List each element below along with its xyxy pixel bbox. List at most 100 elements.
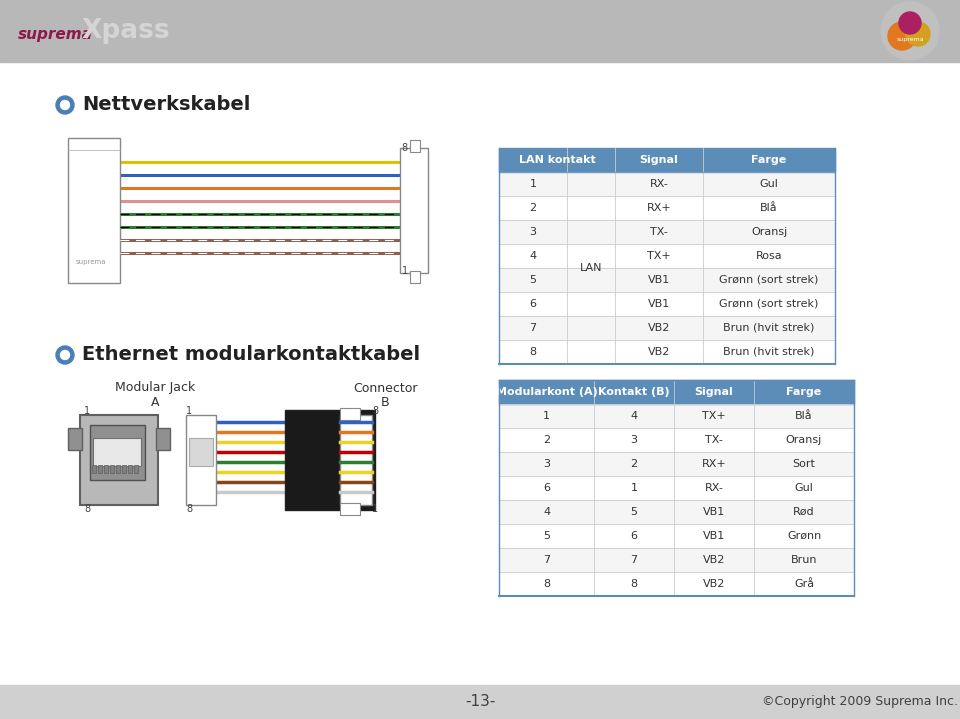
Text: 5: 5 xyxy=(631,507,637,517)
Text: LAN kontakt: LAN kontakt xyxy=(518,155,595,165)
Text: Oransj: Oransj xyxy=(751,227,787,237)
Bar xyxy=(189,438,213,466)
Text: 2: 2 xyxy=(631,459,637,469)
Text: Brun (hvit strek): Brun (hvit strek) xyxy=(723,323,815,333)
Text: A: A xyxy=(151,395,159,408)
Bar xyxy=(186,415,216,505)
Bar xyxy=(499,316,835,340)
Bar xyxy=(93,438,141,466)
Bar xyxy=(68,138,120,283)
Bar xyxy=(116,465,120,473)
Bar xyxy=(128,465,132,473)
Text: 3: 3 xyxy=(631,435,637,445)
Text: RX-: RX- xyxy=(650,179,668,189)
Text: 4: 4 xyxy=(631,411,637,421)
Text: Grå: Grå xyxy=(794,579,814,589)
Text: TX-: TX- xyxy=(705,435,723,445)
Text: Gul: Gul xyxy=(759,179,779,189)
Text: 1: 1 xyxy=(543,411,550,421)
Bar xyxy=(410,140,420,152)
Bar xyxy=(499,148,835,172)
Text: VB2: VB2 xyxy=(648,323,670,333)
Bar xyxy=(340,503,360,515)
Bar xyxy=(110,465,114,473)
Bar xyxy=(156,428,170,450)
Text: Connector: Connector xyxy=(352,382,418,395)
Circle shape xyxy=(888,22,916,50)
Text: 8: 8 xyxy=(631,579,637,589)
Circle shape xyxy=(60,350,69,360)
Bar xyxy=(340,415,372,505)
Text: 1: 1 xyxy=(631,483,637,493)
Text: Rød: Rød xyxy=(793,507,815,517)
Bar xyxy=(134,465,138,473)
Circle shape xyxy=(60,101,69,109)
Circle shape xyxy=(881,2,939,60)
Text: 3: 3 xyxy=(530,227,537,237)
Text: 7: 7 xyxy=(631,555,637,565)
Circle shape xyxy=(56,346,74,364)
Bar xyxy=(340,408,360,420)
Text: Signal: Signal xyxy=(639,155,679,165)
Bar xyxy=(499,340,835,364)
Text: Grønn (sort strek): Grønn (sort strek) xyxy=(719,275,819,285)
Text: 3: 3 xyxy=(543,459,550,469)
Bar xyxy=(410,271,420,283)
Text: LAN: LAN xyxy=(580,263,602,273)
Text: Kontakt (B): Kontakt (B) xyxy=(598,387,670,397)
Bar xyxy=(499,220,835,244)
Text: 8: 8 xyxy=(543,579,550,589)
Text: VB2: VB2 xyxy=(703,555,725,565)
Text: VB1: VB1 xyxy=(648,275,670,285)
Bar xyxy=(98,465,102,473)
Bar xyxy=(499,292,835,316)
Text: suprema: suprema xyxy=(76,259,107,265)
Text: Blå: Blå xyxy=(795,411,813,421)
Text: Brun (hvit strek): Brun (hvit strek) xyxy=(723,347,815,357)
Text: Brun: Brun xyxy=(791,555,817,565)
Text: 4: 4 xyxy=(543,507,550,517)
Bar xyxy=(499,404,854,428)
Text: 8: 8 xyxy=(402,143,408,153)
Text: Ethernet modularkontaktkabel: Ethernet modularkontaktkabel xyxy=(82,346,420,365)
Bar xyxy=(0,685,960,719)
Text: VB2: VB2 xyxy=(703,579,725,589)
Text: 1: 1 xyxy=(186,406,192,416)
Circle shape xyxy=(899,12,921,34)
Text: 6: 6 xyxy=(631,531,637,541)
Text: 2: 2 xyxy=(529,203,537,213)
Text: 1: 1 xyxy=(84,406,90,416)
Text: Modular Jack: Modular Jack xyxy=(115,382,195,395)
Text: RX-: RX- xyxy=(705,483,724,493)
Bar xyxy=(499,500,854,524)
Text: Rosa: Rosa xyxy=(756,251,782,261)
Text: B: B xyxy=(381,395,390,408)
Text: 5: 5 xyxy=(530,275,537,285)
Bar xyxy=(499,268,835,292)
Text: Xpass: Xpass xyxy=(82,18,171,44)
Text: 8: 8 xyxy=(372,406,378,416)
Text: Farge: Farge xyxy=(752,155,786,165)
Bar xyxy=(499,476,854,500)
Text: suprema: suprema xyxy=(897,37,924,42)
Bar xyxy=(499,244,835,268)
Bar xyxy=(400,148,428,273)
Text: VB1: VB1 xyxy=(703,507,725,517)
Text: VB1: VB1 xyxy=(648,299,670,309)
Text: Nettverkskabel: Nettverkskabel xyxy=(82,96,251,114)
Text: 1: 1 xyxy=(372,504,378,514)
Text: Grønn (sort strek): Grønn (sort strek) xyxy=(719,299,819,309)
Text: VB2: VB2 xyxy=(648,347,670,357)
Text: 2: 2 xyxy=(543,435,550,445)
Circle shape xyxy=(56,96,74,114)
Text: 7: 7 xyxy=(529,323,537,333)
Text: TX-: TX- xyxy=(650,227,668,237)
Text: TX+: TX+ xyxy=(647,251,671,261)
Bar xyxy=(0,0,960,62)
Bar xyxy=(499,380,854,404)
Bar xyxy=(80,415,158,505)
Bar xyxy=(92,465,96,473)
Text: RX+: RX+ xyxy=(702,459,727,469)
Text: Grønn: Grønn xyxy=(787,531,821,541)
Bar xyxy=(499,548,854,572)
